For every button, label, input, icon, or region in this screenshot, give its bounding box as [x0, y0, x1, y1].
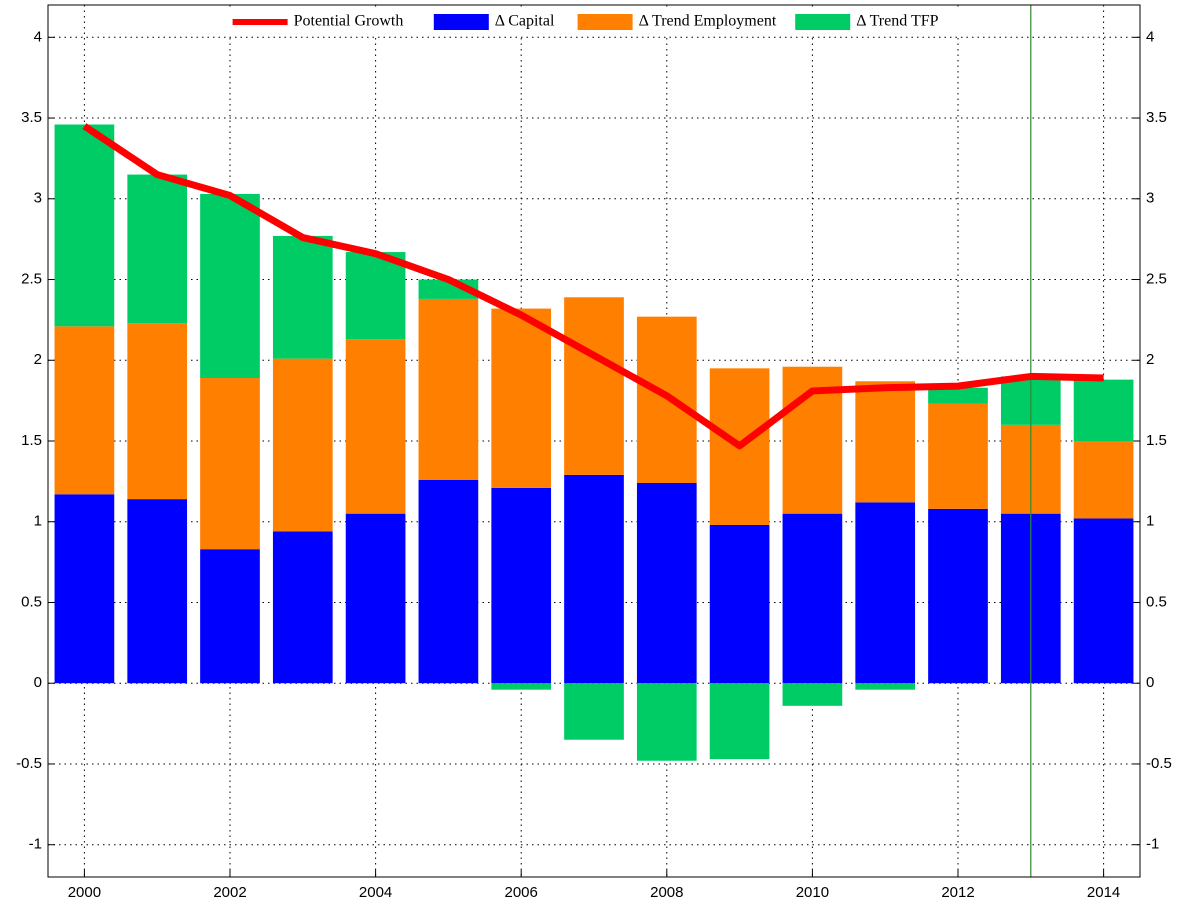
- bar: [709, 683, 770, 760]
- bar: [418, 298, 479, 480]
- bar: [54, 494, 115, 684]
- bar: [564, 683, 624, 740]
- y2-tick-label: 3: [1146, 190, 1154, 207]
- bar: [928, 508, 988, 684]
- bar: [200, 193, 260, 379]
- legend-swatch: [795, 14, 851, 30]
- y-tick-label: 0: [34, 674, 42, 691]
- bar: [928, 403, 988, 509]
- bar: [272, 235, 333, 359]
- y2-tick-label: 1.5: [1146, 432, 1167, 449]
- bar: [491, 487, 552, 684]
- y2-tick-label: 1: [1146, 513, 1154, 530]
- bar: [491, 308, 552, 488]
- bar: [782, 683, 843, 706]
- bar: [491, 683, 552, 690]
- bar: [127, 323, 188, 500]
- bar: [345, 513, 406, 684]
- legend: Potential Growth Δ Capital Δ Trend Employm…: [227, 10, 961, 34]
- x-tick-label: 2008: [650, 884, 683, 901]
- bar: [54, 124, 115, 327]
- bar: [855, 502, 916, 684]
- bar: [1073, 379, 1134, 441]
- bar: [709, 524, 770, 684]
- y-tick-label: 4: [34, 28, 42, 45]
- bar: [636, 482, 697, 684]
- x-tick-label: 2010: [796, 884, 829, 901]
- line-series: [82, 123, 1104, 450]
- x-tick-label: 2000: [68, 884, 101, 901]
- y-tick-label: -0.5: [16, 755, 42, 772]
- y-tick-label: 1.5: [21, 432, 42, 449]
- y2-tick-label: 4: [1146, 28, 1154, 45]
- bar: [1073, 518, 1134, 684]
- bar: [564, 297, 624, 475]
- legend-label: Δ Trend TFP: [856, 13, 938, 30]
- y2-tick-label: 0: [1146, 674, 1154, 691]
- bar: [200, 549, 260, 684]
- bar: [345, 339, 406, 514]
- y-tick-label: -1: [29, 836, 42, 853]
- bar: [418, 479, 479, 684]
- x-tick-label: 2012: [941, 884, 974, 901]
- bar: [564, 474, 624, 684]
- y-tick-label: 2.5: [21, 270, 42, 287]
- x-tick-label: 2002: [213, 884, 246, 901]
- y-tick-label: 3.5: [21, 109, 42, 126]
- bar: [127, 499, 188, 684]
- y2-tick-label: 2: [1146, 351, 1154, 368]
- legend-label: Δ Trend Employment: [639, 13, 777, 30]
- bar: [855, 381, 916, 503]
- x-tick-label: 2014: [1087, 884, 1120, 901]
- axes-frame: [47, 4, 1141, 878]
- legend-label: Δ Capital: [495, 13, 555, 30]
- bar: [928, 387, 988, 404]
- y-tick-label: 3: [34, 190, 42, 207]
- bar: [345, 252, 406, 340]
- bar: [1073, 441, 1134, 519]
- bar: [54, 326, 115, 495]
- bar: [127, 174, 188, 324]
- bar: [636, 683, 697, 761]
- bar: [782, 513, 843, 684]
- y2-tick-label: 0.5: [1146, 593, 1167, 610]
- y-tick-label: 1: [34, 513, 42, 530]
- y2-tick-label: 2.5: [1146, 270, 1167, 287]
- bar: [272, 531, 333, 684]
- y2-tick-label: -1: [1146, 836, 1159, 853]
- y2-tick-label: 3.5: [1146, 109, 1167, 126]
- y-tick-label: 2: [34, 351, 42, 368]
- legend-swatch: [577, 14, 633, 30]
- x-tick-label: 2006: [505, 884, 538, 901]
- x-tick-label: 2004: [359, 884, 392, 901]
- y-tick-label: 0.5: [21, 593, 42, 610]
- legend-label: Potential Growth: [294, 13, 404, 30]
- bar: [855, 683, 916, 690]
- legend-swatch: [433, 14, 489, 30]
- bar: [200, 378, 260, 550]
- bar: [272, 358, 333, 532]
- y2-tick-label: -0.5: [1146, 755, 1172, 772]
